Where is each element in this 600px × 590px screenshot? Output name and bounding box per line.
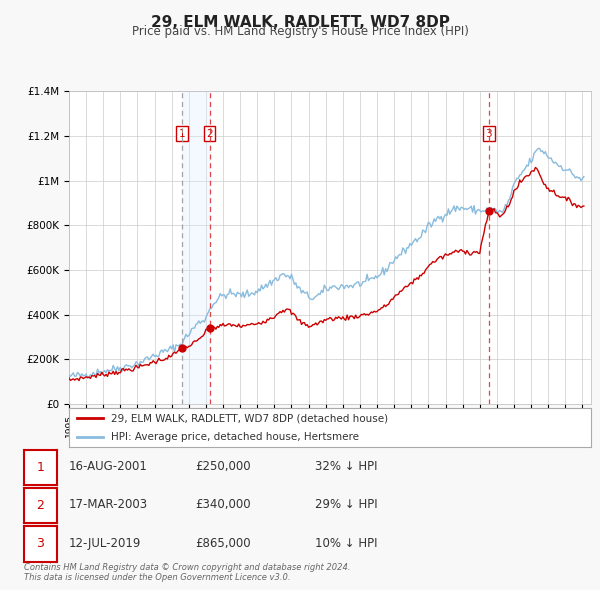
Text: 16-AUG-2001: 16-AUG-2001	[69, 460, 148, 473]
Text: 3: 3	[37, 537, 44, 550]
Text: HPI: Average price, detached house, Hertsmere: HPI: Average price, detached house, Hert…	[111, 432, 359, 442]
Text: £340,000: £340,000	[195, 499, 251, 512]
Text: £250,000: £250,000	[195, 460, 251, 473]
Text: Contains HM Land Registry data © Crown copyright and database right 2024.
This d: Contains HM Land Registry data © Crown c…	[24, 563, 350, 582]
Text: 32% ↓ HPI: 32% ↓ HPI	[315, 460, 377, 473]
Text: Price paid vs. HM Land Registry's House Price Index (HPI): Price paid vs. HM Land Registry's House …	[131, 25, 469, 38]
Text: 17-MAR-2003: 17-MAR-2003	[69, 499, 148, 512]
Text: 2: 2	[37, 499, 44, 512]
Text: 12-JUL-2019: 12-JUL-2019	[69, 537, 142, 550]
Text: 29% ↓ HPI: 29% ↓ HPI	[315, 499, 377, 512]
Text: 2: 2	[206, 129, 213, 139]
Text: £865,000: £865,000	[195, 537, 251, 550]
Bar	[182, 91, 209, 404]
Text: 29, ELM WALK, RADLETT, WD7 8DP: 29, ELM WALK, RADLETT, WD7 8DP	[151, 15, 449, 30]
Text: 10% ↓ HPI: 10% ↓ HPI	[315, 537, 377, 550]
Text: 29, ELM WALK, RADLETT, WD7 8DP (detached house): 29, ELM WALK, RADLETT, WD7 8DP (detached…	[111, 413, 388, 423]
Text: 1: 1	[179, 129, 185, 139]
Text: 1: 1	[37, 461, 44, 474]
Text: 3: 3	[485, 129, 492, 139]
